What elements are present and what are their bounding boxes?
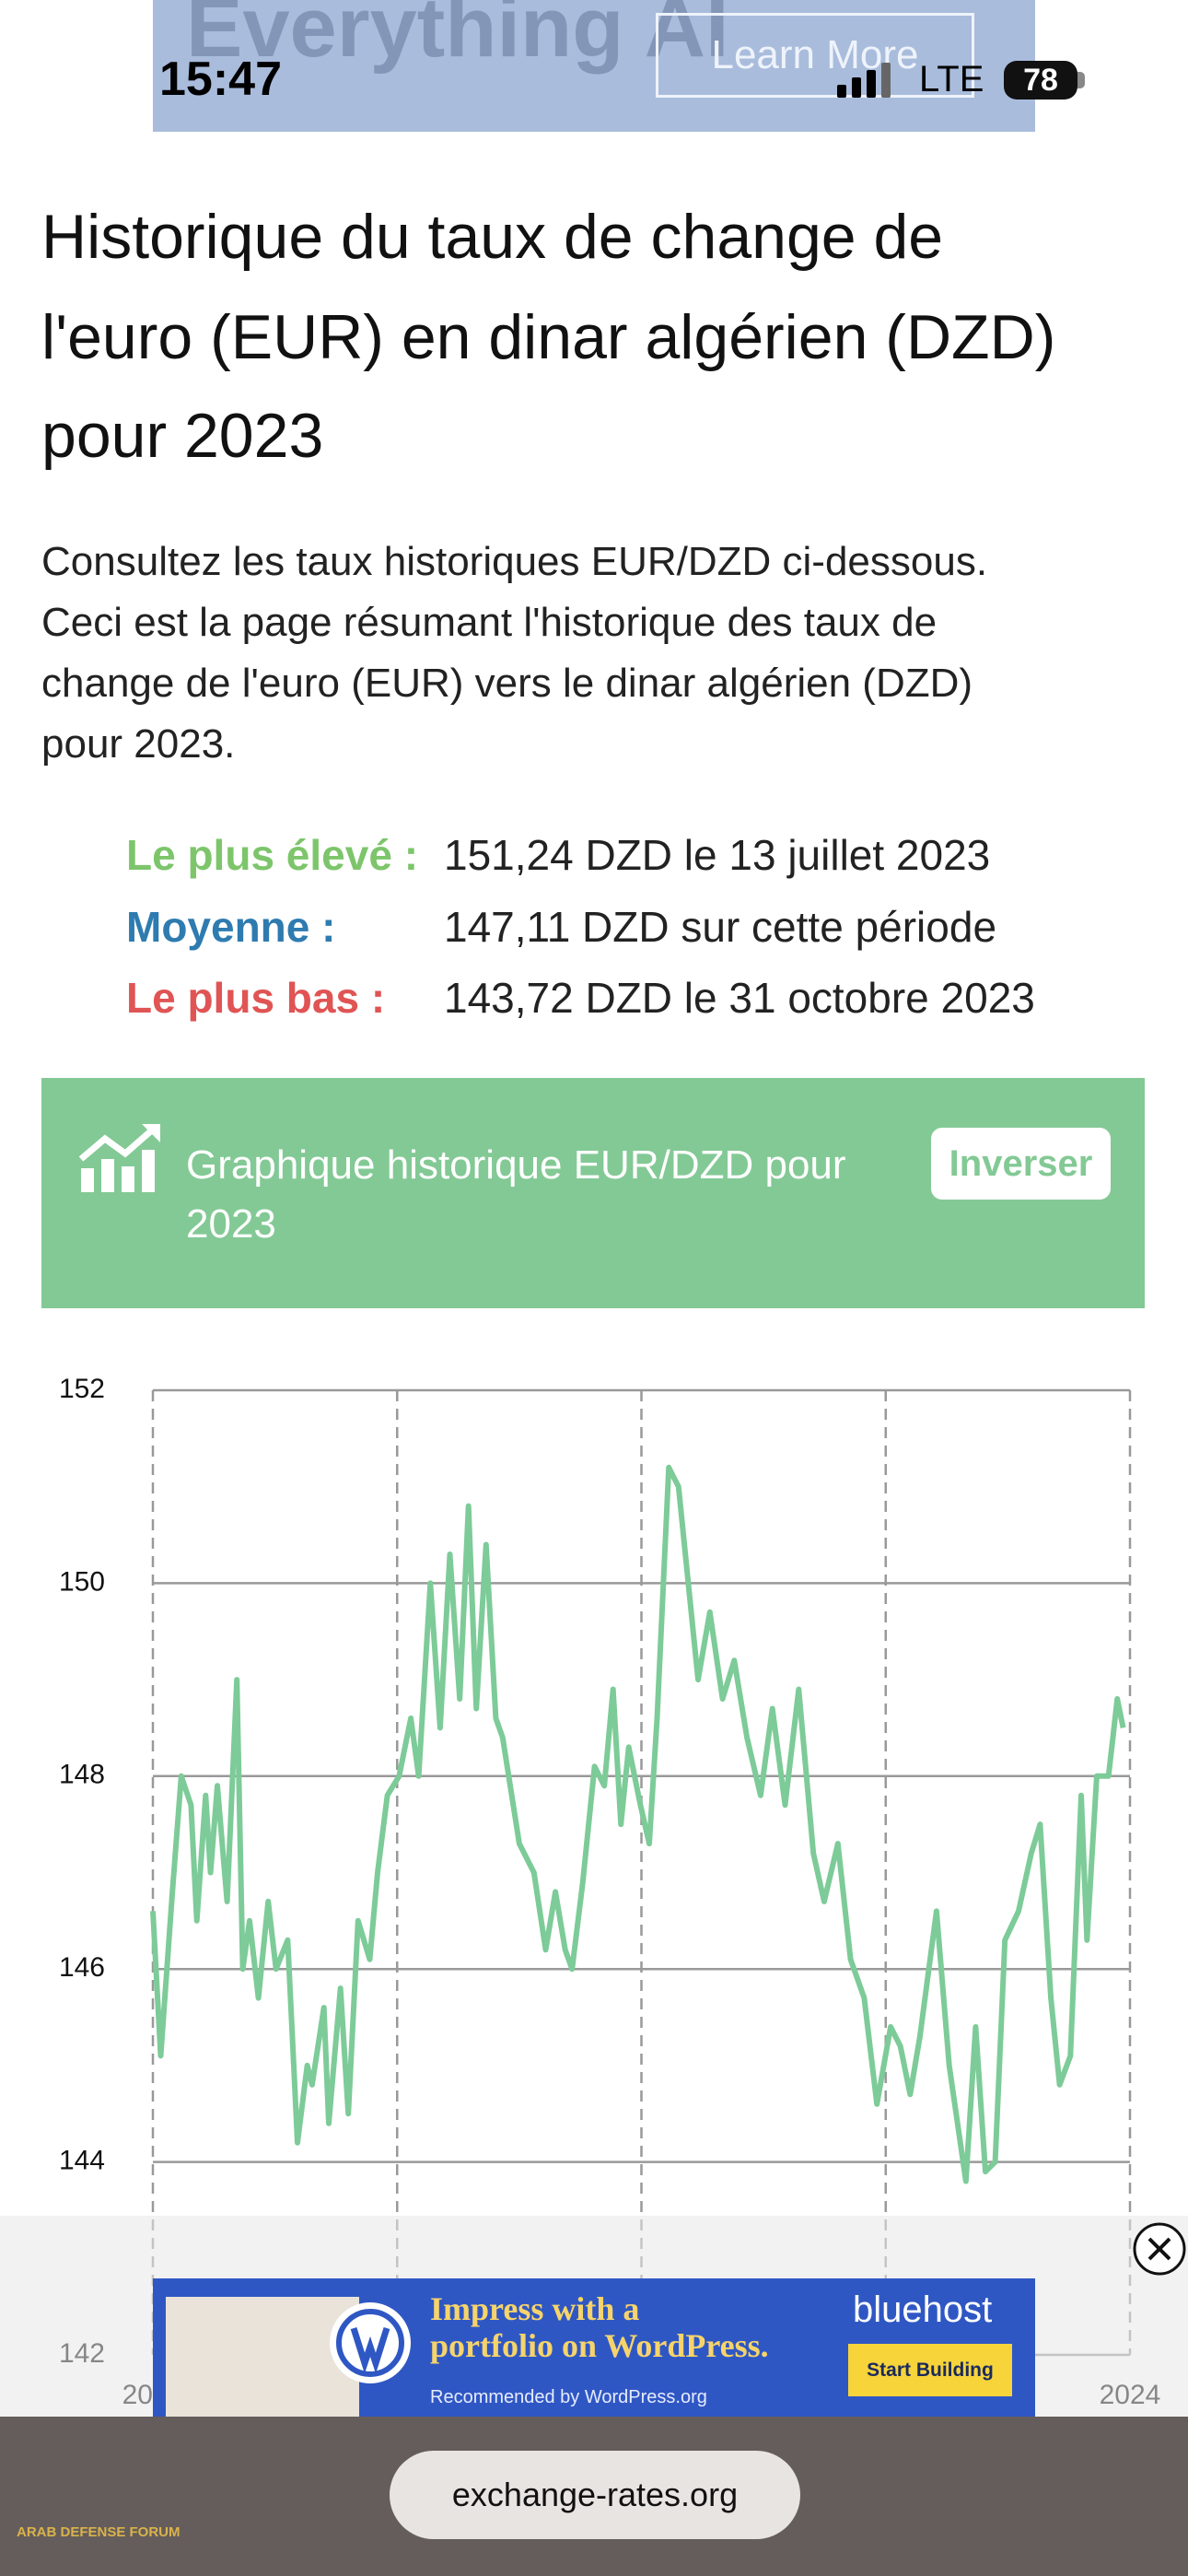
stat-label: Le plus élevé : [126, 831, 419, 879]
close-ad-button[interactable] [1131, 2220, 1188, 2277]
page-title: pour 2023 [41, 401, 324, 471]
y-tick-label: 144 [59, 2146, 105, 2176]
intro-text: Consultez les taux historiques EUR/DZD c… [41, 539, 988, 584]
ad-brand: bluehost [853, 2289, 993, 2330]
intro-text: change de l'euro (EUR) vers le dinar alg… [41, 661, 973, 706]
stat-value: 143,72 DZD le 31 octobre 2023 [444, 974, 1035, 1022]
stat-value: 151,24 DZD le 13 juillet 2023 [444, 831, 991, 879]
watermark: ARAB DEFENSE FORUM [17, 2524, 181, 2540]
status-network: LTE [919, 59, 984, 100]
stat-label: Le plus bas : [126, 974, 386, 1022]
battery [1004, 61, 1077, 100]
intro-text: pour 2023. [41, 721, 236, 767]
ad-thumbnail [166, 2297, 359, 2417]
status-time: 15:47 [159, 53, 282, 106]
bottom-ad[interactable]: Impress with a portfolio on WordPress. R… [153, 2278, 1035, 2417]
y-tick-label: 152 [59, 1374, 105, 1404]
top-ad-headline: Everything AI [186, 0, 729, 75]
chart-header-title: 2023 [186, 1201, 276, 1247]
url-bar[interactable]: exchange-rates.org [390, 2451, 800, 2539]
ad-button[interactable]: Start Building [848, 2344, 1012, 2396]
signal-icon [837, 63, 891, 98]
rate-line [150, 1464, 1126, 2184]
wordpress-logo [330, 2302, 411, 2383]
battery-level: 78 [1023, 63, 1058, 98]
intro-text: Ceci est la page résumant l'historique d… [41, 600, 938, 645]
y-tick-label: 150 [59, 1566, 105, 1597]
ad-subtext: Recommended by WordPress.org [430, 2387, 707, 2407]
chart-header-title: Graphique historique EUR/DZD pour [186, 1142, 846, 1188]
invert-button[interactable]: Inverser [931, 1128, 1111, 1200]
stat-value: 147,11 DZD sur cette période [444, 903, 997, 951]
battery-nub [1077, 72, 1085, 88]
ad-headline: portfolio on WordPress. [430, 2327, 769, 2364]
chart-icon [78, 1124, 160, 1192]
y-tick-label: 148 [59, 1760, 105, 1790]
y-tick-label: 146 [59, 1952, 105, 1983]
stat-label: Moyenne : [126, 903, 336, 951]
ad-headline: Impress with a [430, 2290, 640, 2327]
page-title: l'euro (EUR) en dinar algérien (DZD) [41, 302, 1056, 372]
page-title: Historique du taux de change de [41, 202, 944, 272]
